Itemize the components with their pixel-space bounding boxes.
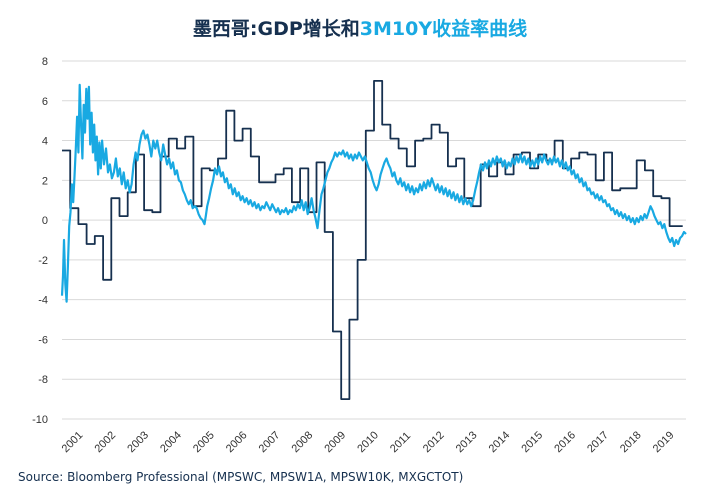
y-tick-label: -10 xyxy=(32,414,48,426)
chart-title-part2: 3M10Y收益率曲线 xyxy=(359,18,528,40)
x-tick-label: 2005 xyxy=(191,429,217,455)
x-tick-label: 2011 xyxy=(388,430,413,455)
x-tick-label: 2003 xyxy=(125,429,151,455)
x-tick-label: 2016 xyxy=(552,429,578,455)
y-tick-label: 4 xyxy=(42,136,48,148)
grid-lines xyxy=(62,60,686,420)
x-tick-label: 2002 xyxy=(92,429,118,455)
chart-title: 墨西哥:GDP增长和3M10Y收益率曲线 xyxy=(0,14,720,41)
y-tick-label: 0 xyxy=(42,215,48,227)
series-line-gdp xyxy=(62,80,683,400)
y-tick-label: -4 xyxy=(38,295,48,307)
x-tick-label: 2008 xyxy=(290,429,316,455)
x-tick-label: 2009 xyxy=(322,429,348,455)
x-tick-label: 2007 xyxy=(257,429,283,455)
x-tick-label: 2013 xyxy=(454,429,480,455)
x-tick-label: 2018 xyxy=(618,429,644,455)
x-tick-label: 2019 xyxy=(651,429,677,455)
y-tick-label: 6 xyxy=(42,96,48,108)
x-tick-label: 2001 xyxy=(60,429,86,455)
series-line-curve xyxy=(60,83,687,303)
y-tick-label: -2 xyxy=(38,255,48,267)
y-tick-label: -6 xyxy=(38,334,48,346)
source-note: Source: Bloomberg Professional (MPSWC, M… xyxy=(18,470,464,484)
y-axis-ticks: 8 6 4 2 0 -2 -4 -6 -8 -10 xyxy=(32,56,48,426)
x-tick-label: 2012 xyxy=(421,429,447,455)
chart-title-part1: 墨西哥:GDP增长和 xyxy=(192,18,360,40)
y-tick-label: -8 xyxy=(38,374,48,386)
series-lines xyxy=(60,80,687,400)
x-tick-label: 2017 xyxy=(585,429,611,455)
y-tick-label: 2 xyxy=(42,175,48,187)
x-tick-label: 2006 xyxy=(224,429,250,455)
x-tick-label: 2014 xyxy=(487,429,513,455)
x-axis-ticks: 2001 2002 2003 2004 2005 2006 2007 2008 2009 2010… xyxy=(60,429,677,455)
x-tick-label: 2010 xyxy=(355,429,381,455)
x-tick-label: 2015 xyxy=(519,429,545,455)
y-tick-label: 8 xyxy=(42,56,48,68)
x-tick-label: 2004 xyxy=(158,429,184,455)
